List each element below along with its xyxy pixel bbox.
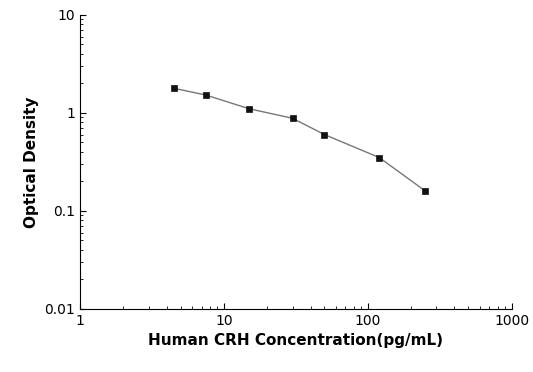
Y-axis label: Optical Density: Optical Density — [24, 96, 39, 228]
X-axis label: Human CRH Concentration(pg/mL): Human CRH Concentration(pg/mL) — [148, 333, 443, 348]
